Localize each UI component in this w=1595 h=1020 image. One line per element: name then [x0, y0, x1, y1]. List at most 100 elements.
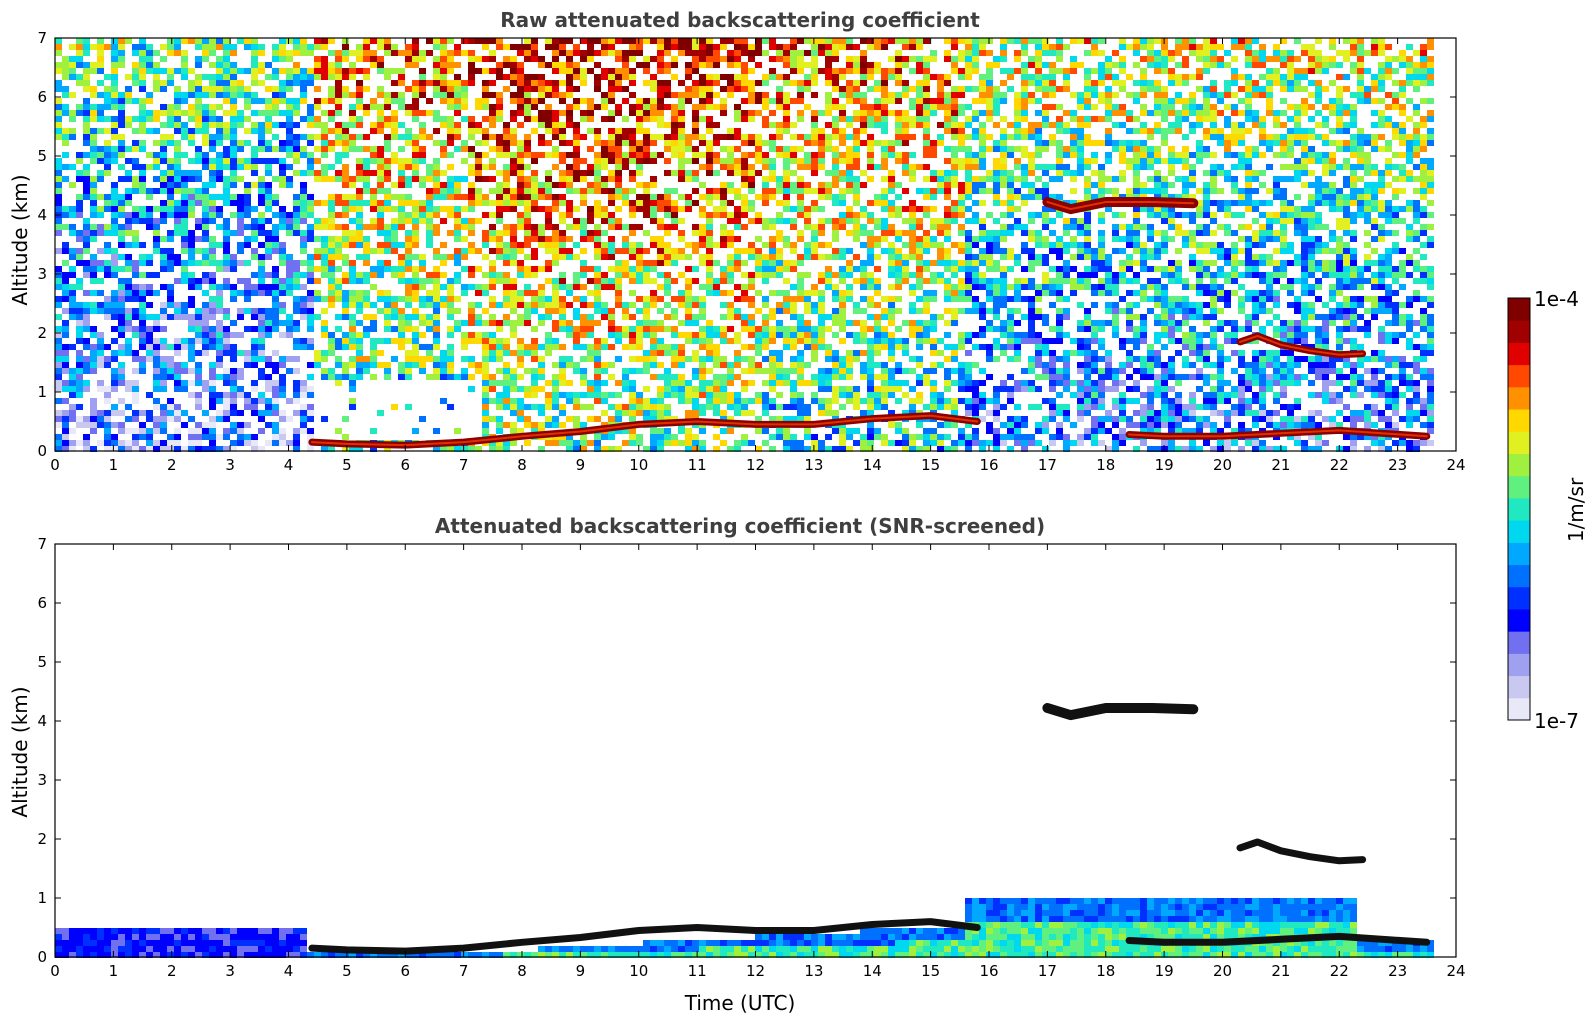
x-tick-label: 7 — [459, 962, 469, 980]
y-tick-label: 3 — [37, 771, 47, 789]
raw-y-axis-label: Altitude (km) — [8, 174, 32, 305]
x-tick-label: 8 — [517, 456, 527, 474]
x-tick-label: 5 — [342, 962, 352, 980]
colorbar-max-label: 1e-4 — [1534, 287, 1579, 311]
x-tick-label: 22 — [1330, 456, 1349, 474]
x-tick-label: 13 — [804, 456, 823, 474]
layer-mid-cloud — [1236, 838, 1367, 865]
colorbar-swatch — [1508, 631, 1530, 654]
colorbar-swatch — [1508, 675, 1530, 699]
colorbar-swatch — [1508, 653, 1530, 677]
y-tick-label: 5 — [37, 147, 47, 165]
colorbar-swatch — [1508, 586, 1530, 610]
x-tick-label: 23 — [1388, 962, 1407, 980]
x-tick-label: 11 — [688, 962, 707, 980]
x-tick-label: 4 — [284, 962, 294, 980]
x-tick-label: 15 — [921, 962, 940, 980]
colorbar-gradient — [1508, 298, 1530, 721]
colorbar: 1e-4 1e-7 1/m/sr — [1507, 287, 1588, 733]
x-tick-label: 2 — [167, 962, 177, 980]
x-tick-label: 11 — [688, 456, 707, 474]
y-tick-label: 7 — [37, 29, 47, 47]
x-tick-label: 1 — [109, 962, 119, 980]
y-tick-label: 6 — [37, 594, 47, 612]
x-tick-label: 17 — [1038, 456, 1057, 474]
colorbar-swatch — [1508, 564, 1530, 588]
y-tick-label: 2 — [37, 830, 47, 848]
y-tick-label: 7 — [37, 535, 47, 553]
screened-backscatter-panel: Attenuated backscattering coefficient (S… — [8, 514, 1466, 1015]
raw-x-axis: 0 1 2 3 4 5 6 7 8 9 10 11 12 13 14 15 16 17 18 19 20 21 22 23 24 — [50, 38, 1466, 474]
screened-panel-title: Attenuated backscattering coefficient (S… — [435, 514, 1045, 538]
y-tick-label: 1 — [37, 889, 47, 907]
x-tick-label: 0 — [50, 962, 60, 980]
colorbar-swatch — [1508, 475, 1530, 499]
x-tick-label: 12 — [746, 456, 765, 474]
y-tick-label: 1 — [37, 383, 47, 401]
x-tick-label: 18 — [1096, 456, 1115, 474]
x-tick-label: 14 — [863, 456, 882, 474]
y-tick-label: 0 — [37, 442, 47, 460]
layer-elevated-cloud — [1042, 703, 1199, 721]
colorbar-min-label: 1e-7 — [1534, 709, 1579, 733]
x-tick-label: 3 — [225, 962, 235, 980]
colorbar-swatch — [1508, 298, 1530, 321]
x-tick-label: 16 — [979, 456, 998, 474]
colorbar-swatch — [1508, 497, 1530, 521]
x-tick-label: 10 — [629, 456, 648, 474]
x-tick-label: 0 — [50, 456, 60, 474]
colorbar-swatch — [1508, 608, 1530, 632]
x-tick-label: 1 — [109, 456, 119, 474]
y-tick-label: 2 — [37, 324, 47, 342]
colorbar-swatch — [1508, 542, 1530, 566]
x-tick-label: 5 — [342, 456, 352, 474]
x-tick-label: 18 — [1096, 962, 1115, 980]
x-tick-label: 21 — [1271, 962, 1290, 980]
x-tick-label: 9 — [576, 456, 586, 474]
y-tick-label: 3 — [37, 265, 47, 283]
layer-night-residual-layer — [1125, 932, 1431, 946]
screened-y-axis-label: Altitude (km) — [8, 686, 32, 817]
screened-x-axis: 0 1 2 3 4 5 6 7 8 9 10 11 12 13 14 15 16 17 18 19 20 21 22 23 24 — [50, 544, 1466, 980]
y-tick-label: 5 — [37, 653, 47, 671]
y-tick-label: 4 — [37, 712, 47, 730]
colorbar-swatch — [1508, 431, 1530, 454]
colorbar-swatch — [1508, 697, 1530, 721]
x-tick-label: 12 — [746, 962, 765, 980]
x-tick-label: 15 — [921, 456, 940, 474]
colorbar-swatch — [1508, 409, 1530, 432]
colorbar-swatch — [1508, 453, 1530, 477]
x-tick-label: 6 — [400, 962, 410, 980]
x-tick-label: 3 — [225, 456, 235, 474]
colorbar-swatch — [1508, 342, 1530, 366]
x-tick-label: 23 — [1388, 456, 1407, 474]
raw-plot-frame — [54, 37, 1457, 452]
x-tick-label: 19 — [1155, 962, 1174, 980]
x-tick-label: 14 — [863, 962, 882, 980]
x-tick-label: 13 — [804, 962, 823, 980]
x-tick-label: 24 — [1446, 456, 1465, 474]
x-tick-label: 20 — [1213, 456, 1232, 474]
colorbar-swatch — [1508, 364, 1530, 388]
y-tick-label: 4 — [37, 206, 47, 224]
y-tick-label: 0 — [37, 948, 47, 966]
raw-heatmap — [55, 38, 1434, 452]
x-tick-label: 4 — [284, 456, 294, 474]
x-tick-label: 19 — [1155, 456, 1174, 474]
x-tick-label: 9 — [576, 962, 586, 980]
colorbar-frame — [1507, 297, 1531, 721]
x-tick-label: 2 — [167, 456, 177, 474]
x-tick-label: 24 — [1446, 962, 1465, 980]
x-tick-label: 21 — [1271, 456, 1290, 474]
x-tick-label: 17 — [1038, 962, 1057, 980]
x-tick-label: 6 — [400, 456, 410, 474]
screened-heatmap — [55, 703, 1434, 958]
y-tick-label: 6 — [37, 88, 47, 106]
colorbar-swatch — [1508, 386, 1530, 410]
colorbar-swatch — [1508, 520, 1530, 543]
x-tick-label: 8 — [517, 962, 527, 980]
colorbar-swatch — [1508, 320, 1530, 343]
x-tick-label: 16 — [979, 962, 998, 980]
colorbar-unit-label: 1/m/sr — [1564, 477, 1588, 542]
